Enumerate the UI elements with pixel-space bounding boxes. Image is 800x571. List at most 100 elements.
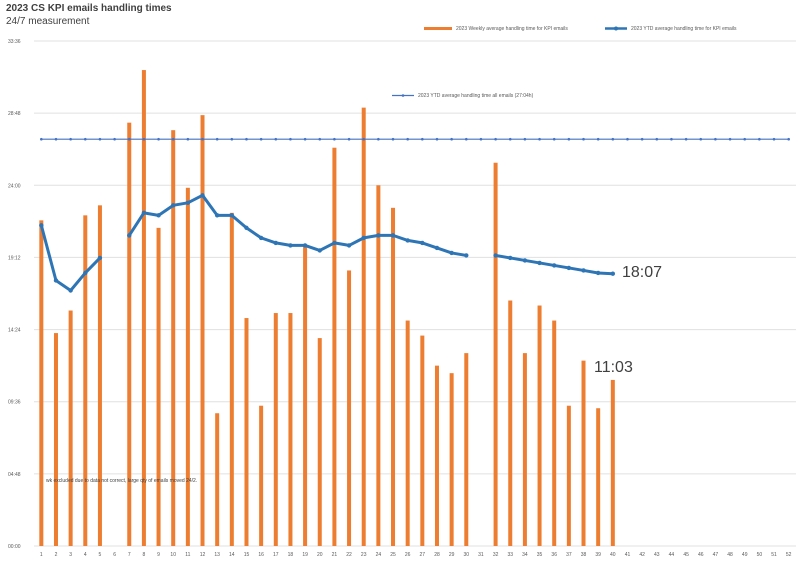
all-emails-ytd-point	[655, 137, 659, 141]
bar-series	[39, 70, 615, 547]
x-tick-label: 39	[595, 552, 601, 558]
x-tick-label: 25	[390, 552, 396, 558]
x-tick-label: 51	[771, 552, 777, 558]
all-emails-ytd-point	[347, 137, 351, 141]
y-tick-label: 24:00	[8, 183, 21, 189]
kpi-ytd-point	[127, 233, 132, 238]
kpi-ytd-point	[390, 233, 396, 238]
legend-marker-kpi-ytd	[614, 26, 618, 31]
kpi-ytd-point	[244, 225, 249, 231]
x-tick-label: 48	[727, 552, 733, 558]
all-emails-ytd-point	[318, 137, 322, 141]
y-tick-label: 28:48	[8, 111, 21, 117]
x-tick-label: 36	[551, 552, 557, 558]
bar	[141, 70, 146, 546]
x-tick-label: 20	[317, 552, 323, 558]
all-emails-ytd-point	[245, 137, 248, 141]
kpi-ytd-point	[581, 268, 586, 273]
bar	[434, 365, 439, 546]
kpi-ytd-point	[258, 235, 264, 241]
all-emails-ytd-point	[40, 137, 43, 141]
kpi-ytd-point	[39, 223, 44, 228]
all-emails-ytd-point	[98, 137, 102, 141]
bar	[596, 408, 601, 546]
kpi-ytd-point	[566, 265, 572, 271]
x-tick-label: 40	[610, 552, 616, 558]
bar	[537, 305, 542, 546]
x-tick-label: 44	[669, 552, 675, 558]
all-emails-ytd-point	[303, 137, 307, 141]
all-emails-ytd-point	[714, 137, 717, 141]
bar	[522, 353, 527, 546]
all-emails-ytd-point	[406, 137, 409, 141]
all-emails-ytd-point	[171, 137, 175, 141]
kpi-ytd-point	[332, 240, 337, 246]
all-emails-ytd-point	[421, 137, 424, 141]
kpi-ytd-point	[449, 250, 454, 256]
kpi-ytd-point	[185, 200, 191, 206]
kpi-ytd-point	[53, 278, 59, 283]
annotation-weekly-value: 11:03	[594, 359, 633, 376]
bar	[347, 270, 352, 546]
all-emails-ytd-point	[69, 137, 72, 141]
x-tick-label: 27	[420, 552, 426, 558]
kpi-ytd-point	[420, 240, 425, 246]
bar	[215, 413, 220, 546]
kpi-ytd-point	[508, 255, 513, 261]
kpi-ytd-point	[361, 235, 366, 241]
all-emails-ytd-point	[552, 137, 556, 141]
x-tick-label: 12	[200, 552, 206, 558]
bar	[405, 320, 410, 546]
legend-label-kpi-ytd: 2023 YTD average handling time for KPI e…	[631, 26, 737, 32]
bar	[566, 405, 571, 546]
bar	[610, 379, 615, 546]
kpi-ytd-point	[376, 233, 381, 238]
bar	[53, 333, 58, 546]
y-tick-label: 09:36	[8, 400, 21, 406]
x-tick-label: 11	[185, 552, 190, 558]
bar	[317, 338, 322, 546]
x-tick-label: 22	[346, 552, 352, 558]
x-tick-label: 28	[434, 552, 440, 558]
kpi-ytd-point	[405, 238, 410, 243]
all-emails-ytd-point	[230, 137, 234, 141]
all-emails-ytd-point	[743, 137, 747, 141]
all-emails-ytd-point	[699, 137, 703, 141]
x-tick-label: 34	[522, 552, 528, 558]
x-tick-label: 4	[84, 552, 87, 558]
bar	[376, 185, 381, 547]
bar	[83, 215, 88, 546]
bar	[185, 187, 190, 546]
x-tick-label: 6	[113, 552, 116, 558]
all-emails-ytd-point	[391, 137, 395, 141]
all-emails-ytd-point	[157, 137, 160, 141]
x-tick-label: 38	[581, 552, 587, 558]
bar	[361, 107, 366, 546]
x-tick-label: 45	[683, 552, 689, 558]
all-emails-ytd-point	[523, 137, 527, 141]
x-axis-ticks: 1 2 3 4 5 6 7 8 9 10 11 12 13 14 15 16 17 18 19 20 21 22 23 24 2…	[40, 552, 792, 558]
legend: 2023 Weekly average handling time for KP…	[392, 26, 737, 99]
annotations: 18:07 11:03 wk excluded due to data not co…	[46, 264, 662, 484]
bar	[449, 373, 454, 546]
all-emails-ytd-point	[450, 137, 453, 141]
legend-marker-all-ytd	[401, 94, 405, 97]
all-emails-ytd-point	[684, 137, 688, 141]
kpi-ytd-line	[127, 193, 467, 257]
all-emails-ytd-point	[640, 137, 644, 141]
kpi-ytd-point	[273, 240, 278, 246]
y-tick-label: 04:48	[8, 472, 21, 478]
chart-title: 2023 CS KPI emails handling times	[6, 3, 172, 14]
x-tick-label: 18	[288, 552, 294, 558]
kpi-ytd-line	[39, 224, 102, 292]
bar	[303, 245, 308, 546]
bar	[171, 130, 176, 547]
all-emails-ytd-point	[259, 137, 263, 141]
all-emails-ytd-point	[362, 137, 366, 141]
bar	[581, 360, 586, 546]
gridlines	[34, 40, 796, 547]
chart-subtitle: 24/7 measurement	[6, 16, 90, 27]
all-emails-ytd-point	[772, 137, 776, 141]
bar	[391, 207, 396, 546]
x-tick-label: 13	[214, 552, 220, 558]
